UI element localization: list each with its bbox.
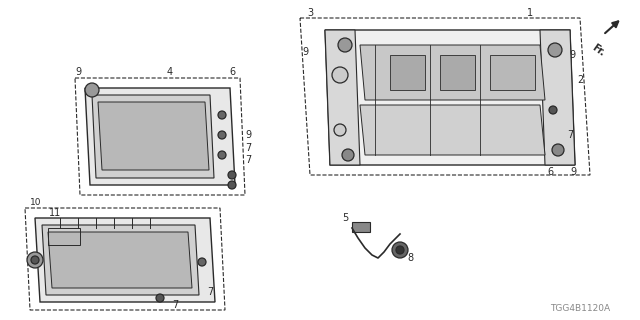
Polygon shape — [85, 88, 235, 185]
Circle shape — [228, 181, 236, 189]
Circle shape — [228, 171, 236, 179]
Text: 2: 2 — [577, 75, 583, 85]
Circle shape — [392, 242, 408, 258]
Circle shape — [342, 149, 354, 161]
Polygon shape — [490, 55, 535, 90]
Polygon shape — [540, 30, 575, 165]
Text: 1: 1 — [527, 8, 533, 18]
Text: Fr.: Fr. — [589, 42, 606, 58]
Circle shape — [31, 256, 39, 264]
Circle shape — [552, 144, 564, 156]
Polygon shape — [42, 225, 199, 295]
Polygon shape — [325, 30, 575, 165]
Text: 9: 9 — [302, 47, 308, 57]
Circle shape — [27, 252, 43, 268]
Polygon shape — [98, 102, 209, 170]
Text: 10: 10 — [30, 197, 42, 206]
Text: 7: 7 — [172, 300, 178, 310]
Text: 5: 5 — [342, 213, 348, 223]
Polygon shape — [325, 30, 360, 165]
Circle shape — [334, 124, 346, 136]
Text: 9: 9 — [75, 67, 81, 77]
Polygon shape — [92, 95, 214, 178]
Circle shape — [198, 258, 206, 266]
Polygon shape — [360, 105, 545, 155]
Circle shape — [338, 38, 352, 52]
Circle shape — [156, 294, 164, 302]
Circle shape — [218, 111, 226, 119]
Text: 9: 9 — [570, 167, 576, 177]
Circle shape — [549, 106, 557, 114]
Circle shape — [85, 83, 99, 97]
Circle shape — [396, 246, 404, 254]
Polygon shape — [35, 218, 215, 302]
Polygon shape — [390, 55, 425, 90]
Polygon shape — [360, 45, 545, 100]
Text: 4: 4 — [167, 67, 173, 77]
Text: 8: 8 — [407, 253, 413, 263]
Circle shape — [332, 67, 348, 83]
Text: 3: 3 — [307, 8, 313, 18]
Circle shape — [218, 131, 226, 139]
Text: 9: 9 — [569, 50, 575, 60]
Text: 7: 7 — [207, 287, 213, 297]
Text: 9: 9 — [245, 130, 251, 140]
Text: 11: 11 — [49, 208, 61, 218]
Circle shape — [548, 43, 562, 57]
Text: 7: 7 — [245, 143, 251, 153]
Polygon shape — [48, 232, 192, 288]
Polygon shape — [440, 55, 475, 90]
Circle shape — [218, 151, 226, 159]
Text: TGG4B1120A: TGG4B1120A — [550, 304, 610, 313]
Text: 6: 6 — [547, 167, 553, 177]
Text: 6: 6 — [229, 67, 235, 77]
Text: 7: 7 — [567, 130, 573, 140]
Text: 7: 7 — [245, 155, 251, 165]
Polygon shape — [352, 222, 370, 232]
